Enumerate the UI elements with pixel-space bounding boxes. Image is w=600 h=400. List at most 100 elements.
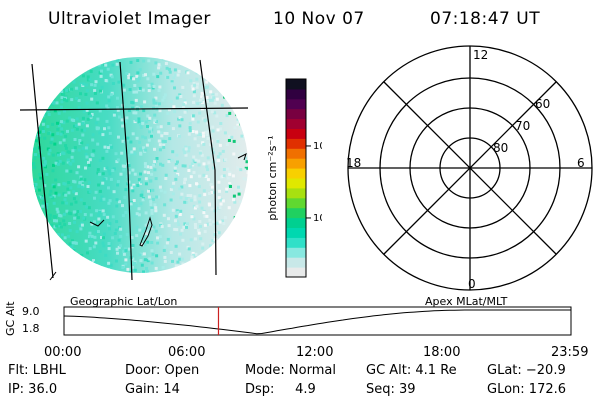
emission-pixel [146,240,150,244]
emission-pixel [107,126,111,130]
altitude-axis-label: GC Alt [4,301,17,336]
emission-pixel [149,179,153,183]
emission-pixel [64,68,68,72]
emission-pixel [216,139,220,143]
emission-pixel [242,202,246,206]
emission-pixel [71,75,74,78]
emission-pixel [55,83,59,87]
emission-pixel [225,189,229,193]
emission-pixel [197,62,200,66]
emission-pixel [54,70,58,74]
emission-pixel [222,222,226,225]
emission-pixel [61,161,65,165]
emission-pixel [98,189,102,193]
emission-pixel [56,210,60,214]
emission-pixel [37,211,41,215]
emission-pixel [63,223,67,227]
emission-pixel [110,145,114,149]
emission-pixel [153,118,157,122]
emission-pixel [138,122,142,126]
emission-pixel [48,58,52,62]
emission-pixel [129,76,133,80]
emission-pixel [242,74,246,78]
emission-pixel [139,259,143,263]
emission-pixel [49,71,53,75]
emission-pixel [151,252,155,256]
emission-pixel [46,86,50,90]
emission-pixel [34,182,38,186]
emission-pixel [239,188,243,192]
emission-pixel [206,130,210,134]
emission-pixel [69,202,73,206]
emission-pixel [153,168,157,172]
emission-pixel [116,108,120,112]
emission-pixel [119,227,123,231]
emission-pixel [105,119,109,123]
emission-pixel [33,186,37,190]
emission-pixel [139,147,143,151]
emission-pixel [86,117,90,121]
emission-pixel [205,272,209,273]
emission-pixel [102,244,106,248]
emission-pixel [131,257,135,261]
emission-pixel [93,83,97,87]
emission-pixel [181,238,185,242]
emission-pixel [189,238,193,242]
emission-pixel [140,190,144,194]
emission-pixel [107,201,111,205]
emission-pixel [173,168,177,172]
emission-pixel [34,227,38,231]
emission-pixel [82,82,86,86]
emission-pixel [95,209,99,213]
emission-pixel [193,137,197,141]
emission-pixel [54,60,58,64]
emission-pixel [45,172,49,176]
emission-pixel [186,222,189,226]
emission-pixel [227,139,231,142]
emission-pixel [203,214,207,218]
emission-pixel [137,117,141,121]
emission-pixel [226,167,230,171]
emission-pixel [100,195,104,199]
emission-pixel [161,139,165,143]
emission-pixel [188,129,192,133]
emission-pixel [238,251,242,255]
emission-pixel [52,201,56,205]
emission-pixel [231,95,235,99]
emission-pixel [206,99,209,103]
colorbar-swatch [286,227,306,238]
emission-pixel [232,139,236,143]
emission-pixel [176,220,180,224]
emission-pixel [106,107,110,111]
emission-pixel [36,196,40,200]
emission-pixel [34,247,38,251]
emission-pixel [206,168,210,172]
emission-pixel [71,159,75,163]
emission-pixel [94,121,98,125]
emission-pixel [246,187,248,191]
emission-pixel [127,73,131,77]
emission-pixel [45,63,49,67]
emission-pixel [141,121,145,125]
emission-pixel [37,89,41,93]
emission-pixel [108,222,112,225]
emission-pixel [139,180,143,184]
emission-pixel [188,121,192,125]
emission-pixel [212,166,216,170]
emission-pixel [157,89,161,92]
timeline-frame [63,306,572,336]
emission-pixel [223,95,227,99]
emission-pixel [127,171,131,175]
emission-pixel [103,57,107,61]
emission-pixel [84,146,88,150]
emission-pixel [126,136,130,140]
emission-pixel [134,204,138,208]
emission-pixel [121,266,125,269]
emission-pixel [74,200,78,204]
emission-pixel [37,236,40,240]
emission-pixel [167,122,171,125]
emission-pixel [202,134,205,138]
emission-pixel [147,171,150,175]
emission-pixel [102,177,106,181]
